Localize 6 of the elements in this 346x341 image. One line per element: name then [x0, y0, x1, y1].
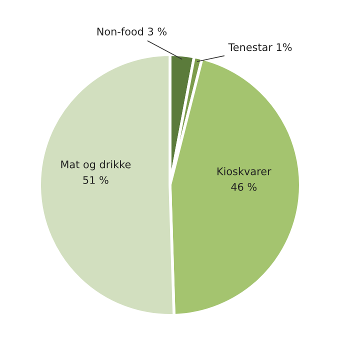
- slice-label: Non-food 3 %: [97, 27, 167, 36]
- data-label: 46 %: [231, 182, 257, 191]
- slice-label: Tenestar 1%: [228, 43, 292, 52]
- data-label: 51 %: [83, 176, 108, 184]
- slice-label: Mat og drikke: [61, 160, 131, 170]
- slice-label: Kioskvarer: [217, 167, 272, 176]
